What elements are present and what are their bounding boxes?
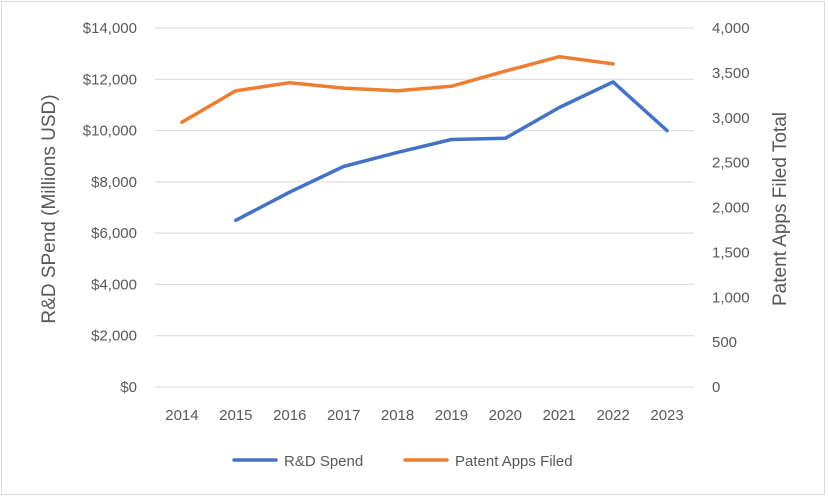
right-axis-ticks: 0 500 1,000 1,500 2,000 2,500 3,000 3,500 4,000 (712, 20, 750, 396)
x-tick-label: 2017 (327, 407, 360, 424)
gridlines (155, 27, 694, 337)
right-tick-label: 2,500 (712, 155, 750, 172)
left-tick-label: $14,000 (83, 20, 137, 37)
x-tick-label: 2019 (435, 407, 468, 424)
x-tick-label: 2015 (219, 407, 252, 424)
right-axis-title: Patent Apps Filed Total (770, 112, 791, 306)
right-tick-label: 2,000 (712, 200, 750, 217)
left-tick-label: $12,000 (83, 71, 137, 88)
right-tick-label: 3,500 (712, 65, 750, 82)
left-tick-label: $8,000 (91, 174, 137, 191)
left-tick-label: $2,000 (91, 328, 137, 345)
right-tick-label: 500 (712, 334, 737, 351)
x-tick-label: 2021 (543, 407, 576, 424)
series-line-patent-apps-filed (180, 54, 615, 124)
right-tick-label: 1,000 (712, 289, 750, 306)
legend-label: R&D Spend (284, 453, 363, 470)
right-tick-label: 1,500 (712, 244, 750, 261)
x-tick-label: 2016 (273, 407, 306, 424)
left-tick-label: $4,000 (91, 276, 137, 293)
x-tick-label: 2018 (381, 407, 414, 424)
series-layer (180, 54, 669, 223)
x-tick-label: 2022 (596, 407, 629, 424)
right-tick-label: 4,000 (712, 20, 750, 37)
right-tick-label: 3,000 (712, 110, 750, 127)
left-axis-title: R&D SPend (Millions USD) (39, 94, 60, 323)
left-tick-label: $0 (120, 379, 137, 396)
legend: R&D Spend Patent Apps Filed (232, 453, 573, 470)
left-tick-label: $6,000 (91, 225, 137, 242)
legend-label: Patent Apps Filed (455, 453, 573, 470)
series-line-r-d-spend (234, 80, 669, 223)
x-tick-label: 2014 (165, 407, 198, 424)
left-axis-ticks: $0 $2,000 $4,000 $6,000 $8,000 $10,000 $12,000… (83, 20, 137, 396)
left-tick-label: $10,000 (83, 123, 137, 140)
x-tick-label: 2023 (650, 407, 683, 424)
x-axis-ticks: 2014 2015 2016 2017 2018 2019 2020 2021 2022 2023 (165, 407, 683, 424)
right-tick-label: 0 (712, 379, 720, 396)
x-tick-label: 2020 (489, 407, 522, 424)
